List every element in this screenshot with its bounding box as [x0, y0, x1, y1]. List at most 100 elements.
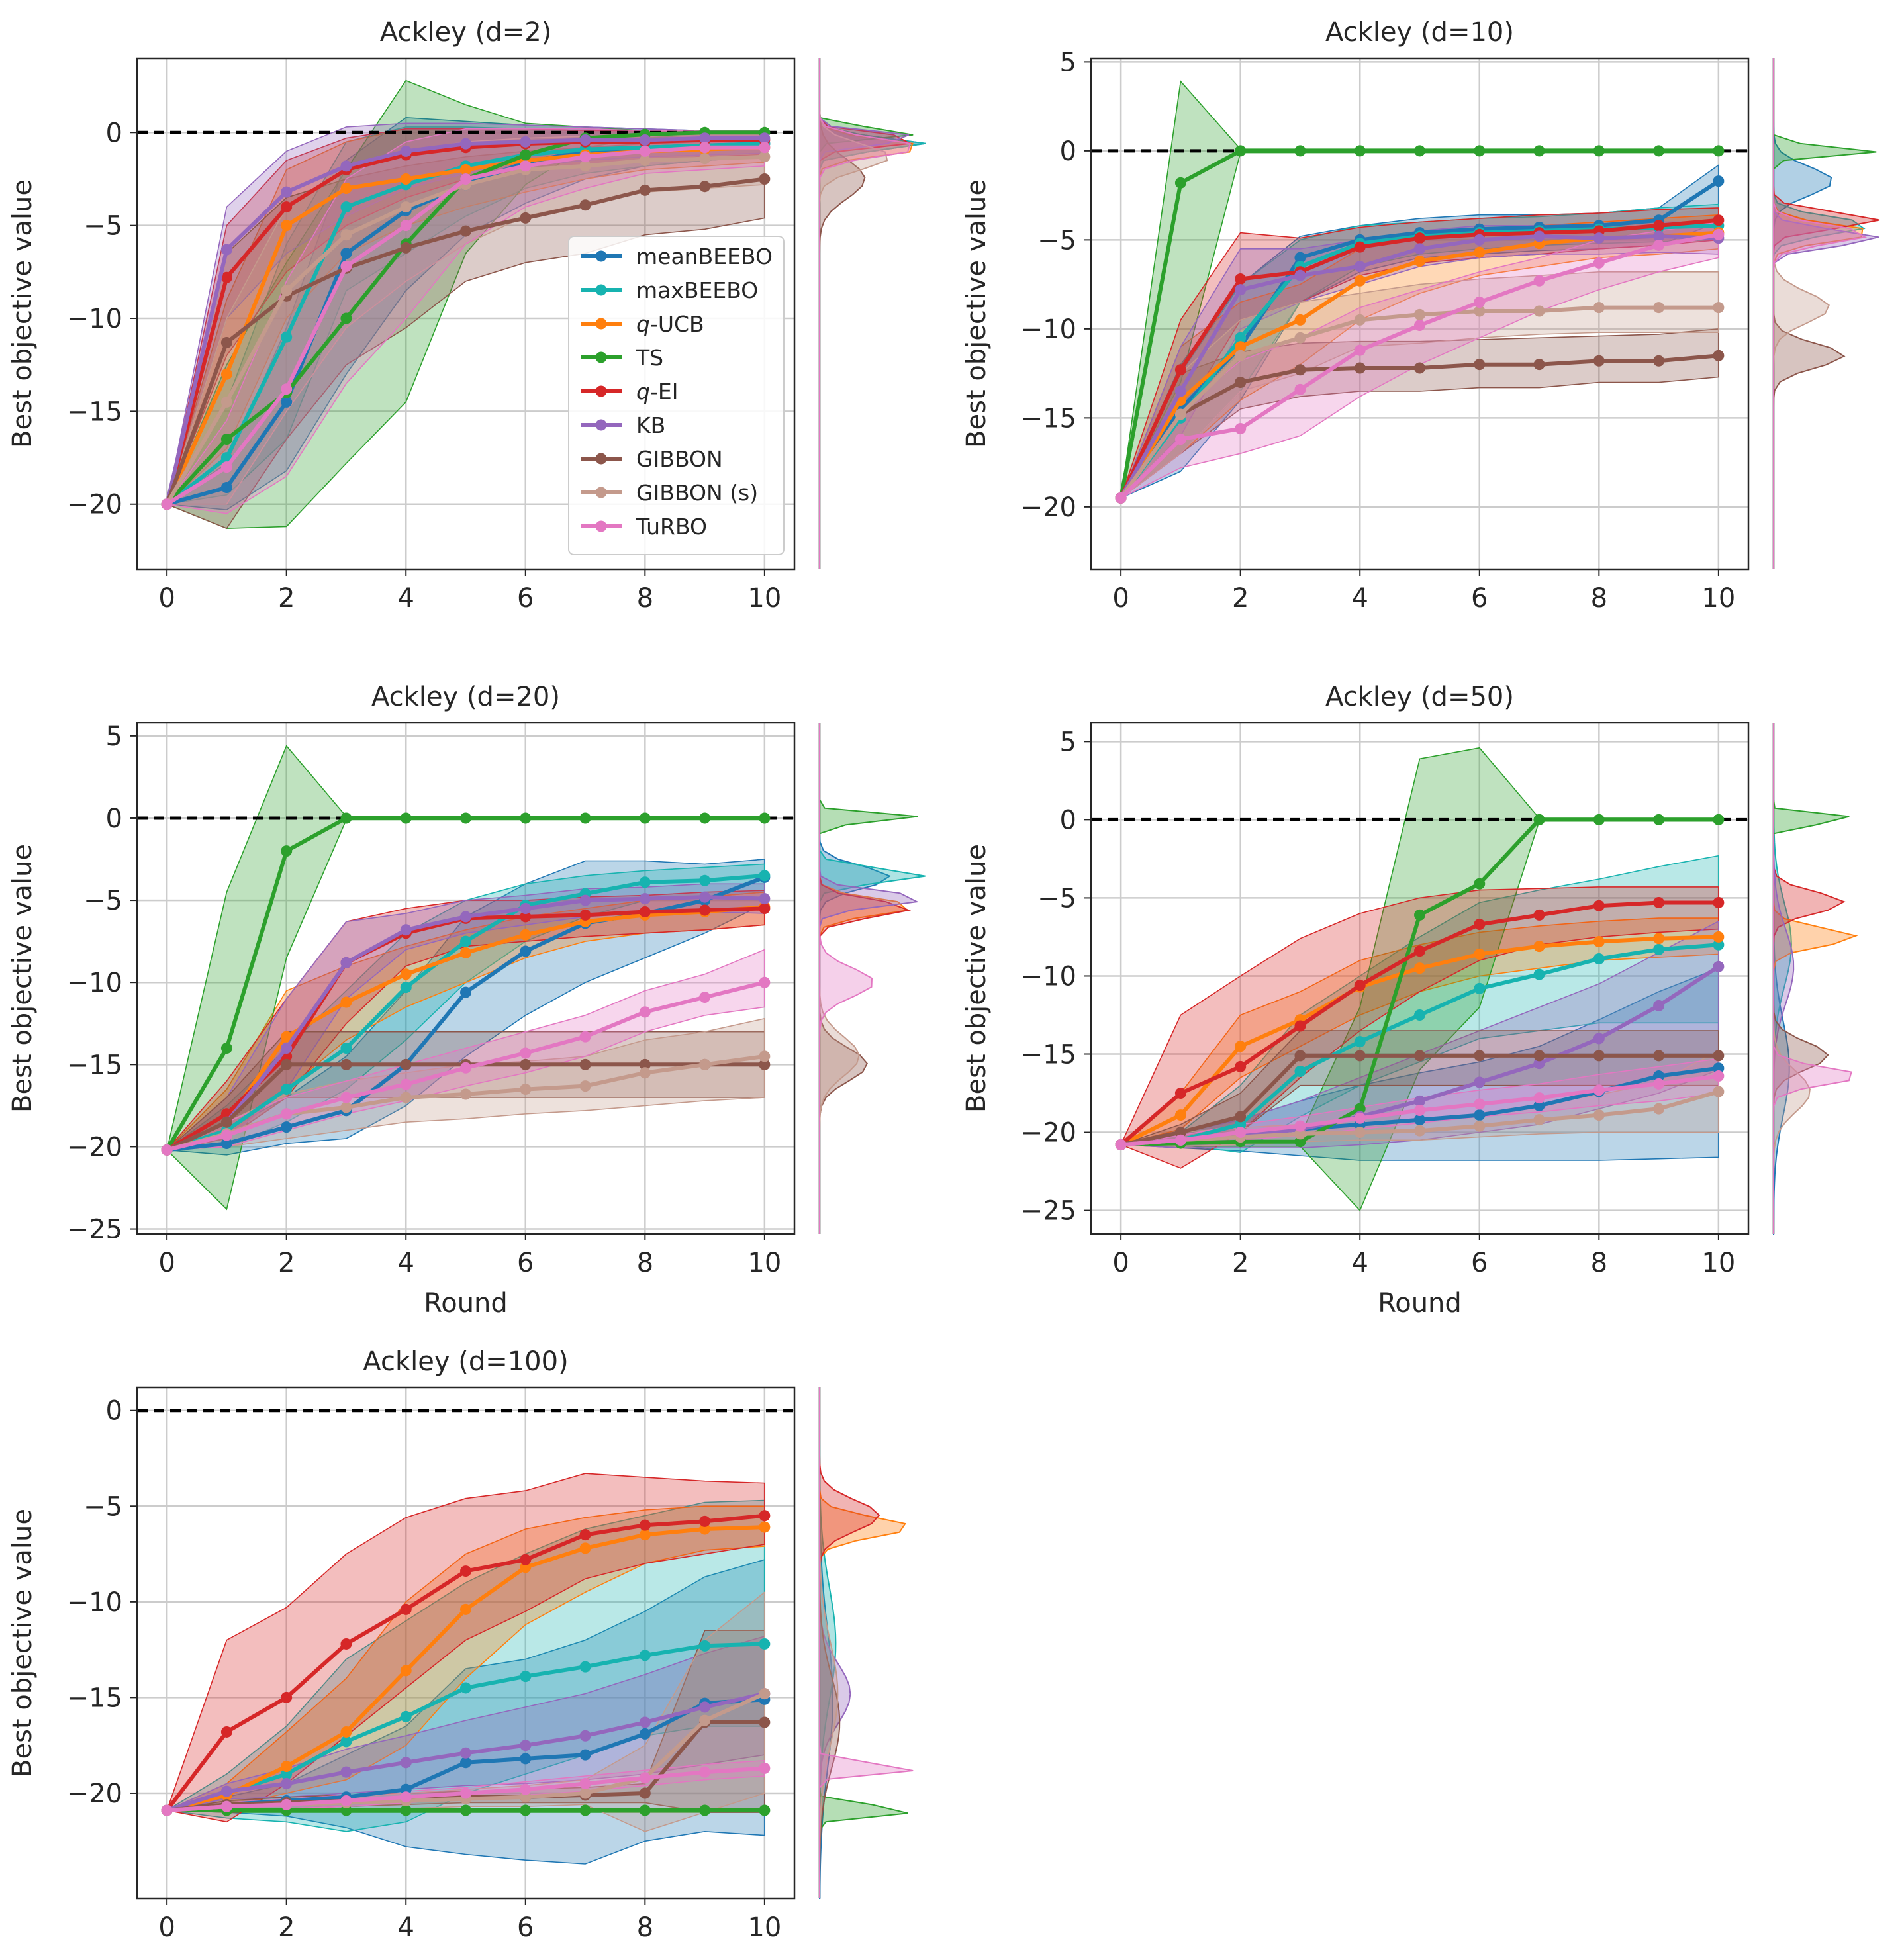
marginal-density — [1773, 723, 1858, 1235]
data-point-gibbon — [699, 181, 711, 193]
y-tick-label: −20 — [67, 1132, 122, 1162]
data-point-gibbon-s — [1593, 302, 1605, 314]
data-point-gibbon-s — [759, 1688, 771, 1700]
y-tick-label: −5 — [83, 886, 122, 916]
data-point-gibbon-s — [1174, 408, 1186, 420]
x-tick-label: 2 — [278, 1248, 295, 1278]
data-point-kb — [579, 1730, 591, 1742]
y-tick-label: 0 — [1060, 805, 1076, 835]
data-point-maxbeebo — [1414, 1009, 1425, 1021]
y-tick-label: −15 — [1021, 1040, 1076, 1070]
data-point-gibbon-s — [1593, 1109, 1605, 1121]
data-point-kb — [520, 1740, 532, 1751]
data-point-meanbeebo — [1533, 1099, 1545, 1111]
data-point-kb — [639, 134, 651, 146]
data-point-q-ucb — [281, 220, 293, 232]
data-point-kb — [281, 1042, 293, 1054]
data-point-q-ucb — [281, 1760, 293, 1772]
data-point-turbo — [759, 142, 771, 154]
y-tick-label: 0 — [1060, 136, 1076, 167]
data-point-gibbon-s — [1414, 308, 1425, 320]
legend-label: meanBEEBO — [636, 244, 773, 269]
data-point-q-ucb — [1593, 936, 1605, 948]
data-point-kb — [400, 145, 412, 157]
x-tick-label: 2 — [1232, 583, 1249, 614]
data-point-ts — [1474, 878, 1486, 890]
data-point-gibbon — [759, 1716, 771, 1728]
data-point-q-ei — [1414, 945, 1425, 957]
data-point-gibbon — [400, 1058, 412, 1070]
y-axis-label: Best objective value — [961, 844, 992, 1113]
data-point-meanbeebo — [579, 1749, 591, 1761]
data-point-meanbeebo — [1414, 1114, 1425, 1126]
data-point-turbo — [579, 1778, 591, 1790]
data-point-gibbon-s — [759, 151, 771, 163]
marginal-density — [819, 1387, 914, 1899]
data-point-kb — [1533, 1058, 1545, 1070]
x-tick-label: 4 — [1352, 1248, 1368, 1278]
data-point-gibbon — [759, 173, 771, 185]
chart-panels: 0 2 4 6 8 10 0 −5 −10 −15 −20 Ackley (d=2) Best obje… — [7, 17, 1880, 1943]
x-tick-label: 4 — [398, 1248, 414, 1278]
data-point-maxbeebo — [1235, 1119, 1247, 1131]
data-point-gibbon — [1653, 355, 1665, 367]
data-point-gibbon — [1593, 1050, 1605, 1062]
legend-swatch-marker — [595, 453, 607, 465]
legend-label: TS — [636, 345, 663, 371]
data-point-maxbeebo — [1533, 968, 1545, 980]
data-point-gibbon-s — [1354, 314, 1366, 326]
x-tick-label: 4 — [398, 1912, 414, 1943]
data-point-q-ei — [340, 1638, 352, 1650]
data-point-turbo — [699, 142, 711, 154]
axes-frame — [136, 722, 796, 1235]
data-point-ts — [579, 1804, 591, 1816]
data-point-ts — [699, 812, 711, 824]
data-point-meanbeebo — [340, 248, 352, 259]
legend-swatch-marker — [595, 284, 607, 296]
x-tick-label: 4 — [398, 583, 414, 614]
data-point-kb — [340, 957, 352, 968]
data-point-gibbon — [1713, 350, 1725, 361]
y-axis-label: Best objective value — [7, 1509, 38, 1777]
data-point-q-ei — [400, 1603, 412, 1615]
data-point-gibbon-s — [579, 1787, 591, 1799]
data-point-q-ucb — [520, 929, 532, 941]
legend-swatch-marker — [595, 385, 607, 397]
data-point-kb — [400, 1757, 412, 1769]
data-point-kb — [1294, 269, 1306, 281]
data-point-gibbon — [520, 1058, 532, 1070]
data-point-gibbon-s — [579, 160, 591, 172]
data-point-gibbon — [1235, 1111, 1247, 1123]
data-point-ts — [520, 812, 532, 824]
axes-frame — [1090, 57, 1750, 571]
chart-title: Ackley (d=50) — [1325, 682, 1514, 712]
y-tick-label: −10 — [67, 1587, 122, 1618]
data-point-q-ucb — [460, 947, 471, 959]
data-point-q-ei — [1235, 1060, 1247, 1072]
data-point-gibbon-s — [400, 201, 412, 213]
data-point-meanbeebo — [520, 945, 532, 957]
data-point-gibbon — [1593, 355, 1605, 367]
panel-ackley-d-20: 0 2 4 6 8 10 5 0 −5 −10 −15 −20 −25 Ackley (d=20) Best… — [7, 682, 926, 1319]
plot-area — [137, 1409, 794, 1865]
legend-box — [568, 236, 785, 555]
data-point-q-ei — [520, 1554, 532, 1565]
data-point-gibbon — [1354, 362, 1366, 374]
data-point-turbo — [281, 1798, 293, 1810]
panel-ackley-d-10: 0 2 4 6 8 10 5 0 −5 −10 −15 −20 Ackley (d=10) Best ob… — [961, 17, 1880, 614]
data-point-turbo — [1414, 1104, 1425, 1116]
legend-label-rest: -EI — [650, 379, 679, 404]
data-point-q-ucb — [1235, 341, 1247, 353]
data-point-q-ei — [520, 911, 532, 923]
data-point-turbo — [1533, 275, 1545, 287]
x-tick-label: 6 — [1471, 583, 1488, 614]
data-point-q-ei — [1653, 896, 1665, 908]
data-point-maxbeebo — [520, 1671, 532, 1683]
data-point-q-ucb — [759, 1521, 771, 1533]
x-tick-label: 0 — [1112, 583, 1129, 614]
data-point-q-ei — [1713, 214, 1725, 226]
data-point-turbo — [1474, 1098, 1486, 1110]
data-point-q-ei — [220, 271, 232, 283]
y-tick-label: −15 — [67, 1683, 122, 1713]
data-point-meanbeebo — [460, 986, 471, 998]
